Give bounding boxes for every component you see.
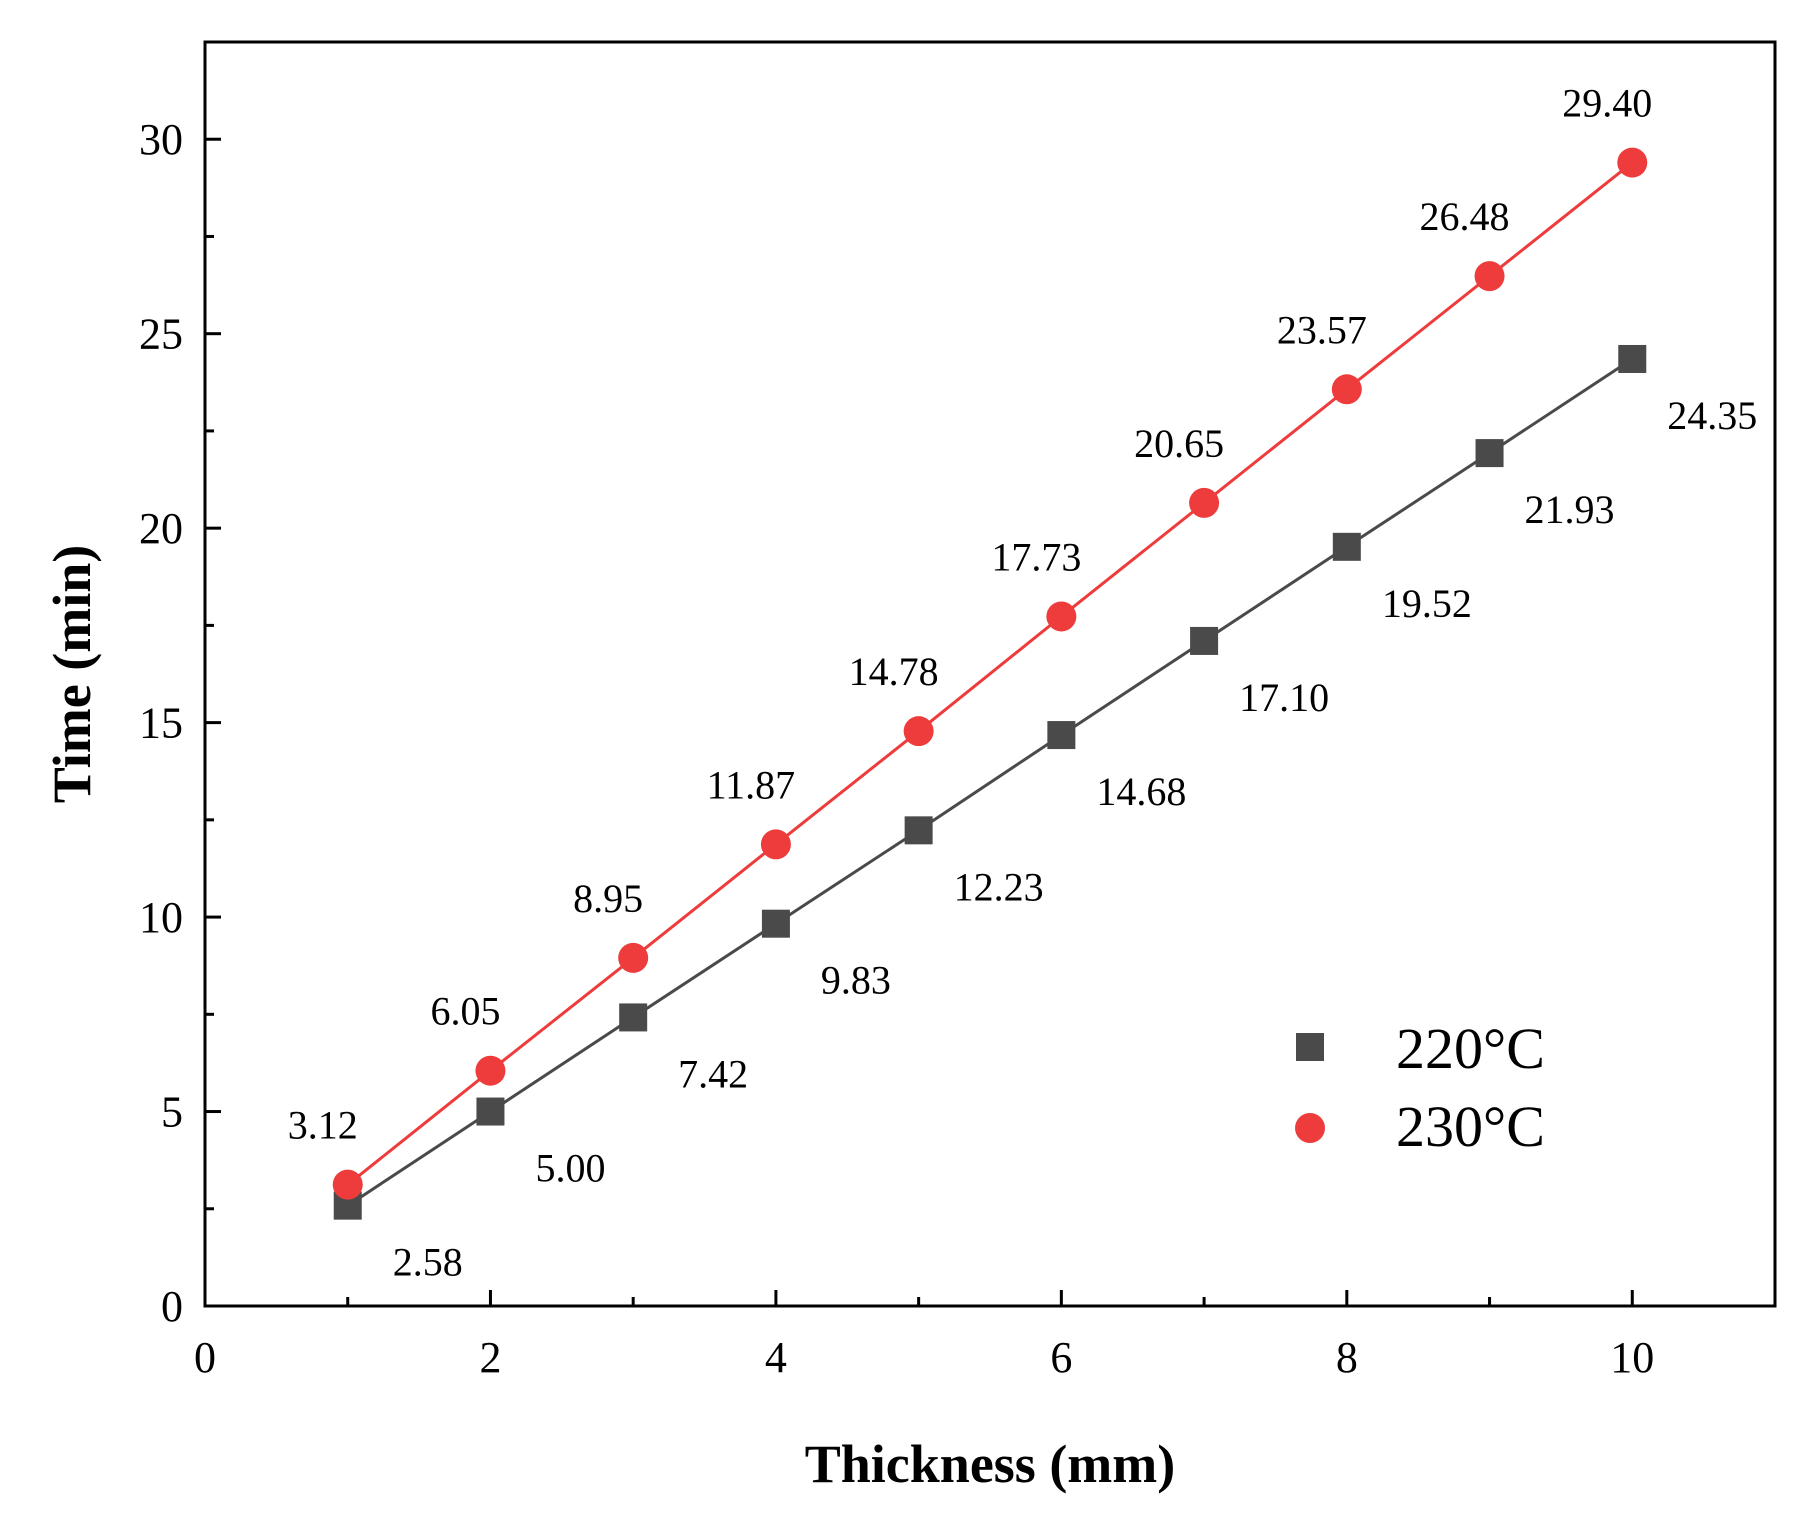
data-point-square — [619, 1003, 648, 1032]
plot-frame — [203, 40, 1777, 1308]
y-tick-label: 0 — [161, 1282, 183, 1331]
data-labels: 2.58 5.00 7.42 9.83 12.23 14.68 17.10 19.52 21.9… — [288, 81, 1758, 1285]
data-label: 14.78 — [849, 649, 939, 694]
data-label: 7.42 — [678, 1051, 748, 1096]
data-point-circle — [760, 829, 791, 860]
data-point-square — [1332, 532, 1361, 561]
x-axis-ticks: 0 2 4 6 8 10 — [194, 1290, 1654, 1382]
data-point-circle — [1617, 147, 1648, 178]
x-tick-label: 4 — [765, 1333, 787, 1382]
legend-label-220: 220°C — [1396, 1016, 1545, 1081]
y-tick-label: 15 — [139, 699, 183, 748]
data-point-circle — [1474, 261, 1505, 292]
series-line-1 — [346, 161, 1634, 1186]
data-point-square — [1475, 439, 1504, 468]
legend-label-230: 230°C — [1396, 1094, 1545, 1159]
data-label: 11.87 — [707, 762, 796, 807]
y-tick-label: 5 — [161, 1088, 183, 1137]
data-label: 23.57 — [1277, 307, 1367, 352]
series-line-0 — [346, 357, 1634, 1207]
data-label: 12.23 — [954, 864, 1044, 909]
data-label: 20.65 — [1134, 421, 1224, 466]
y-axis-title: Time (min) — [42, 545, 102, 803]
data-label: 8.95 — [573, 876, 643, 921]
data-label: 29.40 — [1562, 81, 1652, 126]
data-point-circle — [903, 716, 934, 747]
data-point-circle — [1331, 374, 1362, 405]
legend: 220°C 230°C — [1295, 1016, 1545, 1159]
x-tick-label: 8 — [1336, 1333, 1358, 1382]
data-point-square — [1618, 344, 1647, 373]
legend-marker-220 — [1296, 1033, 1324, 1061]
data-point-square — [1047, 721, 1076, 750]
data-point-square — [904, 816, 933, 845]
data-point-circle — [618, 942, 649, 973]
data-label: 2.58 — [393, 1240, 463, 1285]
data-point-circle — [1189, 487, 1220, 518]
data-point-square — [761, 909, 790, 938]
y-tick-label: 10 — [139, 893, 183, 942]
data-label: 6.05 — [430, 989, 500, 1034]
x-axis-title: Thickness (mm) — [805, 1434, 1176, 1494]
data-label: 3.12 — [288, 1103, 358, 1148]
series-markers — [332, 147, 1648, 1220]
data-label: 19.52 — [1382, 581, 1472, 626]
series-lines — [346, 161, 1634, 1207]
data-point-circle — [475, 1055, 506, 1086]
data-label: 5.00 — [535, 1146, 605, 1191]
y-tick-label: 25 — [139, 310, 183, 359]
x-tick-label: 6 — [1050, 1333, 1072, 1382]
data-point-square — [476, 1097, 505, 1126]
data-label: 17.73 — [991, 534, 1081, 579]
y-tick-label: 30 — [139, 115, 183, 164]
legend-marker-230 — [1295, 1113, 1325, 1143]
x-tick-label: 0 — [194, 1333, 216, 1382]
data-point-circle — [332, 1169, 363, 1200]
x-tick-label: 10 — [1610, 1333, 1654, 1382]
data-label: 17.10 — [1239, 675, 1329, 720]
data-point-circle — [1046, 601, 1077, 632]
data-label: 26.48 — [1420, 194, 1510, 239]
data-label: 24.35 — [1667, 393, 1757, 438]
data-label: 21.93 — [1525, 487, 1615, 532]
data-label: 9.83 — [821, 958, 891, 1003]
y-tick-label: 20 — [139, 504, 183, 553]
data-point-square — [1190, 626, 1219, 655]
y-axis-ticks: 0 5 10 15 20 25 30 — [139, 115, 221, 1331]
x-tick-label: 2 — [479, 1333, 501, 1382]
data-label: 14.68 — [1096, 769, 1186, 814]
